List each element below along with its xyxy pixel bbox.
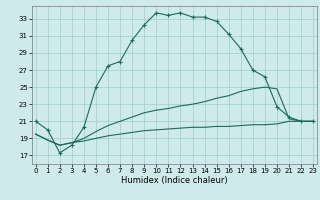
X-axis label: Humidex (Indice chaleur): Humidex (Indice chaleur) <box>121 176 228 185</box>
